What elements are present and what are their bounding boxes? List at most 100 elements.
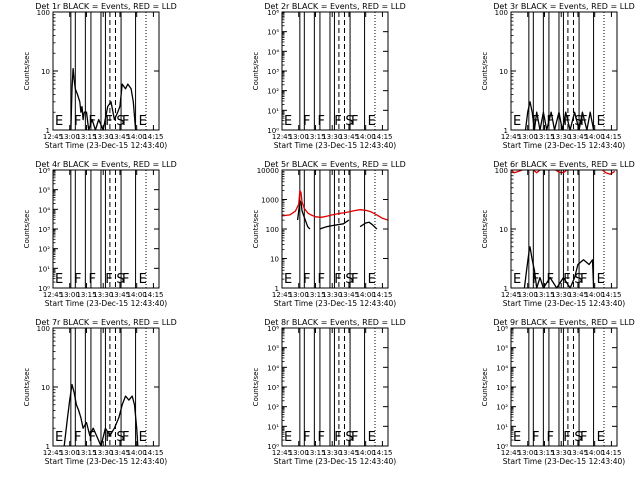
x-tick-label: 13:15 bbox=[76, 449, 96, 457]
x-tick-label: 14:00 bbox=[585, 291, 605, 299]
y-axis-label: Counts/sec bbox=[23, 52, 31, 91]
flag-marker-e: E bbox=[597, 272, 605, 287]
x-tick-label: 13:00 bbox=[289, 291, 309, 299]
flag-marker-f: F bbox=[74, 430, 81, 445]
x-axis-label: Start Time (23-Dec-15 12:43:40) bbox=[274, 457, 396, 466]
x-tick-label: 14:00 bbox=[356, 133, 376, 141]
flag-marker-e: E bbox=[597, 430, 605, 445]
flag-marker-e: E bbox=[513, 114, 521, 129]
y-tick-label: 10² bbox=[38, 246, 50, 254]
flag-marker-f: F bbox=[105, 272, 112, 287]
x-tick-label: 13:00 bbox=[518, 291, 538, 299]
series-lld-line bbox=[510, 169, 523, 174]
x-tick-label: 13:15 bbox=[534, 133, 554, 141]
flag-marker-f: F bbox=[546, 272, 553, 287]
x-tick-label: 13:30 bbox=[93, 449, 113, 457]
series-events-line bbox=[296, 200, 311, 230]
y-tick-label: 10⁰ bbox=[267, 127, 279, 135]
flag-marker-s: S bbox=[574, 272, 582, 287]
flag-marker-e: E bbox=[55, 430, 63, 445]
series-events-line bbox=[359, 221, 378, 230]
y-tick-label: 10⁵ bbox=[38, 187, 50, 195]
y-tick-label: 10³ bbox=[38, 226, 50, 234]
y-tick-label: 10⁶ bbox=[496, 325, 508, 333]
y-axis-label: Counts/sec bbox=[481, 368, 489, 407]
flag-marker-f: F bbox=[105, 430, 112, 445]
flag-marker-s: S bbox=[116, 114, 124, 129]
x-tick-label: 14:15 bbox=[372, 133, 392, 141]
y-axis-label: Counts/sec bbox=[252, 210, 260, 249]
y-tick-label: 1000 bbox=[261, 197, 279, 205]
flag-marker-f: F bbox=[532, 430, 539, 445]
flag-marker-s: S bbox=[574, 114, 582, 129]
flag-marker-f: F bbox=[563, 272, 570, 287]
x-tick-label: 13:00 bbox=[289, 133, 309, 141]
x-tick-label: 13:00 bbox=[518, 133, 538, 141]
x-tick-label: 13:30 bbox=[551, 291, 571, 299]
panel-title: Det 1r BLACK = Events, RED = LLD bbox=[35, 2, 177, 11]
flag-marker-s: S bbox=[116, 430, 124, 445]
x-tick-label: 13:45 bbox=[110, 133, 130, 141]
y-tick-label: 10⁵ bbox=[267, 345, 279, 353]
flag-marker-f: F bbox=[88, 272, 95, 287]
y-tick-label: 10⁴ bbox=[267, 364, 279, 372]
x-tick-label: 13:15 bbox=[305, 133, 325, 141]
y-tick-label: 10 bbox=[270, 256, 279, 264]
y-axis-label: Counts/sec bbox=[481, 210, 489, 249]
y-tick-label: 10⁵ bbox=[496, 345, 508, 353]
y-tick-label: 10 bbox=[41, 384, 50, 392]
flag-marker-f: F bbox=[580, 430, 587, 445]
flag-marker-f: F bbox=[532, 114, 539, 129]
flag-marker-f: F bbox=[351, 272, 358, 287]
flag-marker-f: F bbox=[563, 430, 570, 445]
x-axis-label: Start Time (23-Dec-15 12:43:40) bbox=[503, 457, 625, 466]
flag-marker-f: F bbox=[351, 430, 358, 445]
y-tick-label: 10⁰ bbox=[267, 443, 279, 451]
panel-title: Det 6r BLACK = Events, RED = LLD bbox=[493, 160, 635, 169]
flag-marker-e: E bbox=[284, 114, 292, 129]
flag-marker-f: F bbox=[74, 272, 81, 287]
y-axis-label: Counts/sec bbox=[481, 52, 489, 91]
x-tick-label: 12:45 bbox=[43, 449, 63, 457]
flag-marker-f: F bbox=[303, 272, 310, 287]
x-tick-label: 14:15 bbox=[143, 291, 163, 299]
x-tick-label: 13:45 bbox=[568, 133, 588, 141]
y-tick-label: 10⁰ bbox=[496, 443, 508, 451]
panel-title: Det 4r BLACK = Events, RED = LLD bbox=[35, 160, 177, 169]
series-lld-line bbox=[281, 189, 389, 221]
x-tick-label: 14:00 bbox=[127, 291, 147, 299]
x-tick-label: 13:45 bbox=[568, 291, 588, 299]
x-tick-label: 13:15 bbox=[305, 291, 325, 299]
y-tick-label: 10¹ bbox=[267, 423, 279, 431]
panel-title: Det 3r BLACK = Events, RED = LLD bbox=[493, 2, 635, 11]
plot-frame bbox=[510, 327, 618, 447]
x-tick-label: 13:45 bbox=[339, 449, 359, 457]
flag-marker-e: E bbox=[513, 430, 521, 445]
flag-marker-f: F bbox=[317, 272, 324, 287]
y-tick-label: 10³ bbox=[496, 384, 508, 392]
x-tick-label: 13:00 bbox=[289, 449, 309, 457]
flag-marker-e: E bbox=[139, 114, 147, 129]
flag-marker-e: E bbox=[55, 272, 63, 287]
y-tick-label: 10³ bbox=[267, 68, 279, 76]
x-tick-label: 13:00 bbox=[518, 449, 538, 457]
flag-marker-e: E bbox=[139, 272, 147, 287]
flag-marker-s: S bbox=[345, 114, 353, 129]
flag-marker-f: F bbox=[88, 114, 95, 129]
x-tick-label: 13:30 bbox=[322, 449, 342, 457]
y-axis-label: Counts/sec bbox=[23, 368, 31, 407]
flag-marker-f: F bbox=[580, 114, 587, 129]
flag-marker-e: E bbox=[597, 114, 605, 129]
x-tick-label: 14:15 bbox=[372, 449, 392, 457]
x-tick-label: 13:45 bbox=[339, 291, 359, 299]
x-tick-label: 14:00 bbox=[356, 449, 376, 457]
x-tick-label: 13:15 bbox=[305, 449, 325, 457]
x-axis-label: Start Time (23-Dec-15 12:43:40) bbox=[503, 299, 625, 308]
plot-frame bbox=[281, 327, 389, 447]
y-tick-label: 10 bbox=[41, 68, 50, 76]
flag-marker-f: F bbox=[317, 114, 324, 129]
flag-marker-f: F bbox=[303, 114, 310, 129]
